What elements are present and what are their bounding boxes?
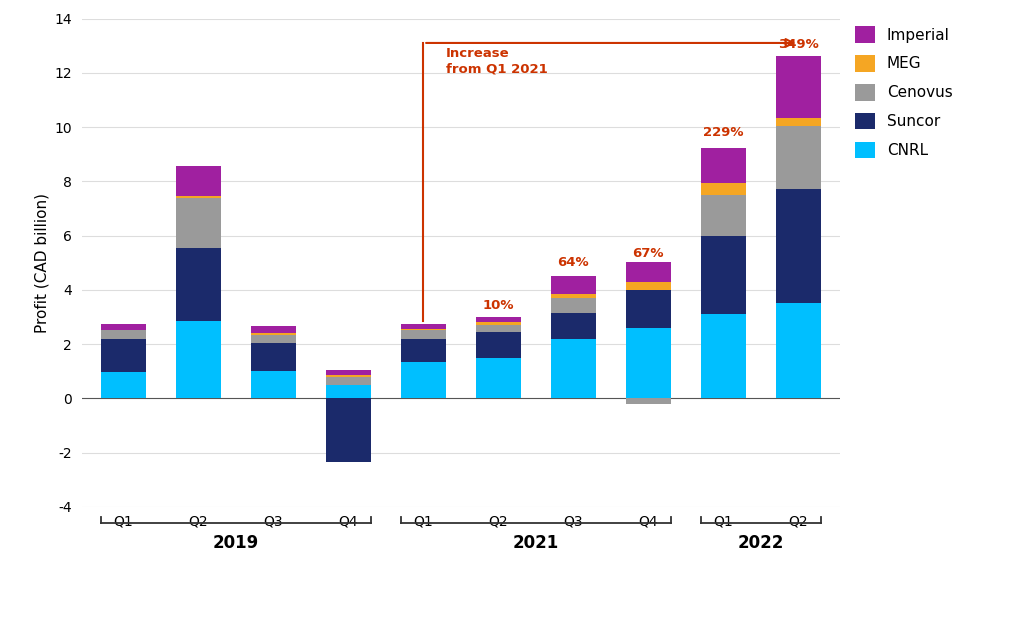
Text: 229%: 229% [703,126,743,139]
Bar [251,333,296,334]
Bar [626,282,671,290]
Bar [326,384,371,398]
Bar [176,196,221,198]
Bar [100,331,145,339]
Text: 2022: 2022 [737,534,784,552]
Bar [326,370,371,375]
Legend: Imperial, MEG, Cenovus, Suncor, CNRL: Imperial, MEG, Cenovus, Suncor, CNRL [855,26,952,158]
Bar [251,326,296,333]
Y-axis label: Profit (CAD billion): Profit (CAD billion) [34,193,49,332]
Bar [176,321,221,398]
Bar [326,376,371,384]
Bar [551,276,596,294]
Bar [776,303,821,398]
Bar [251,371,296,398]
Text: 2019: 2019 [213,534,259,552]
Bar [176,166,221,196]
Bar [776,189,821,303]
Bar [700,148,745,184]
Text: 10%: 10% [482,299,514,312]
Bar [551,339,596,398]
Bar [326,375,371,376]
Bar [251,342,296,371]
Bar [476,317,521,322]
Bar [251,334,296,342]
Bar [700,314,745,398]
Bar [400,324,445,329]
Bar [176,198,221,248]
Bar [476,332,521,358]
Bar [476,358,521,398]
Text: 349%: 349% [778,38,819,51]
Bar [626,290,671,328]
Bar [776,56,821,118]
Bar [476,322,521,325]
Bar [700,184,745,195]
Bar [776,125,821,189]
Bar [176,248,221,321]
Bar [700,235,745,314]
Bar [400,331,445,339]
Bar [100,339,145,373]
Text: Increase
from Q1 2021: Increase from Q1 2021 [445,47,548,75]
Bar [100,373,145,398]
Bar [551,294,596,298]
Bar [626,398,671,404]
Bar [776,118,821,125]
Bar [626,262,671,282]
Bar [700,195,745,235]
Text: 2021: 2021 [513,534,559,552]
Bar [626,328,671,398]
Bar [100,324,145,331]
Bar [400,339,445,362]
Bar [476,325,521,332]
Text: 64%: 64% [557,256,589,269]
Bar [326,398,371,462]
Bar [400,362,445,398]
Text: 67%: 67% [633,247,665,260]
Bar [551,313,596,339]
Bar [400,329,445,331]
Bar [551,298,596,313]
